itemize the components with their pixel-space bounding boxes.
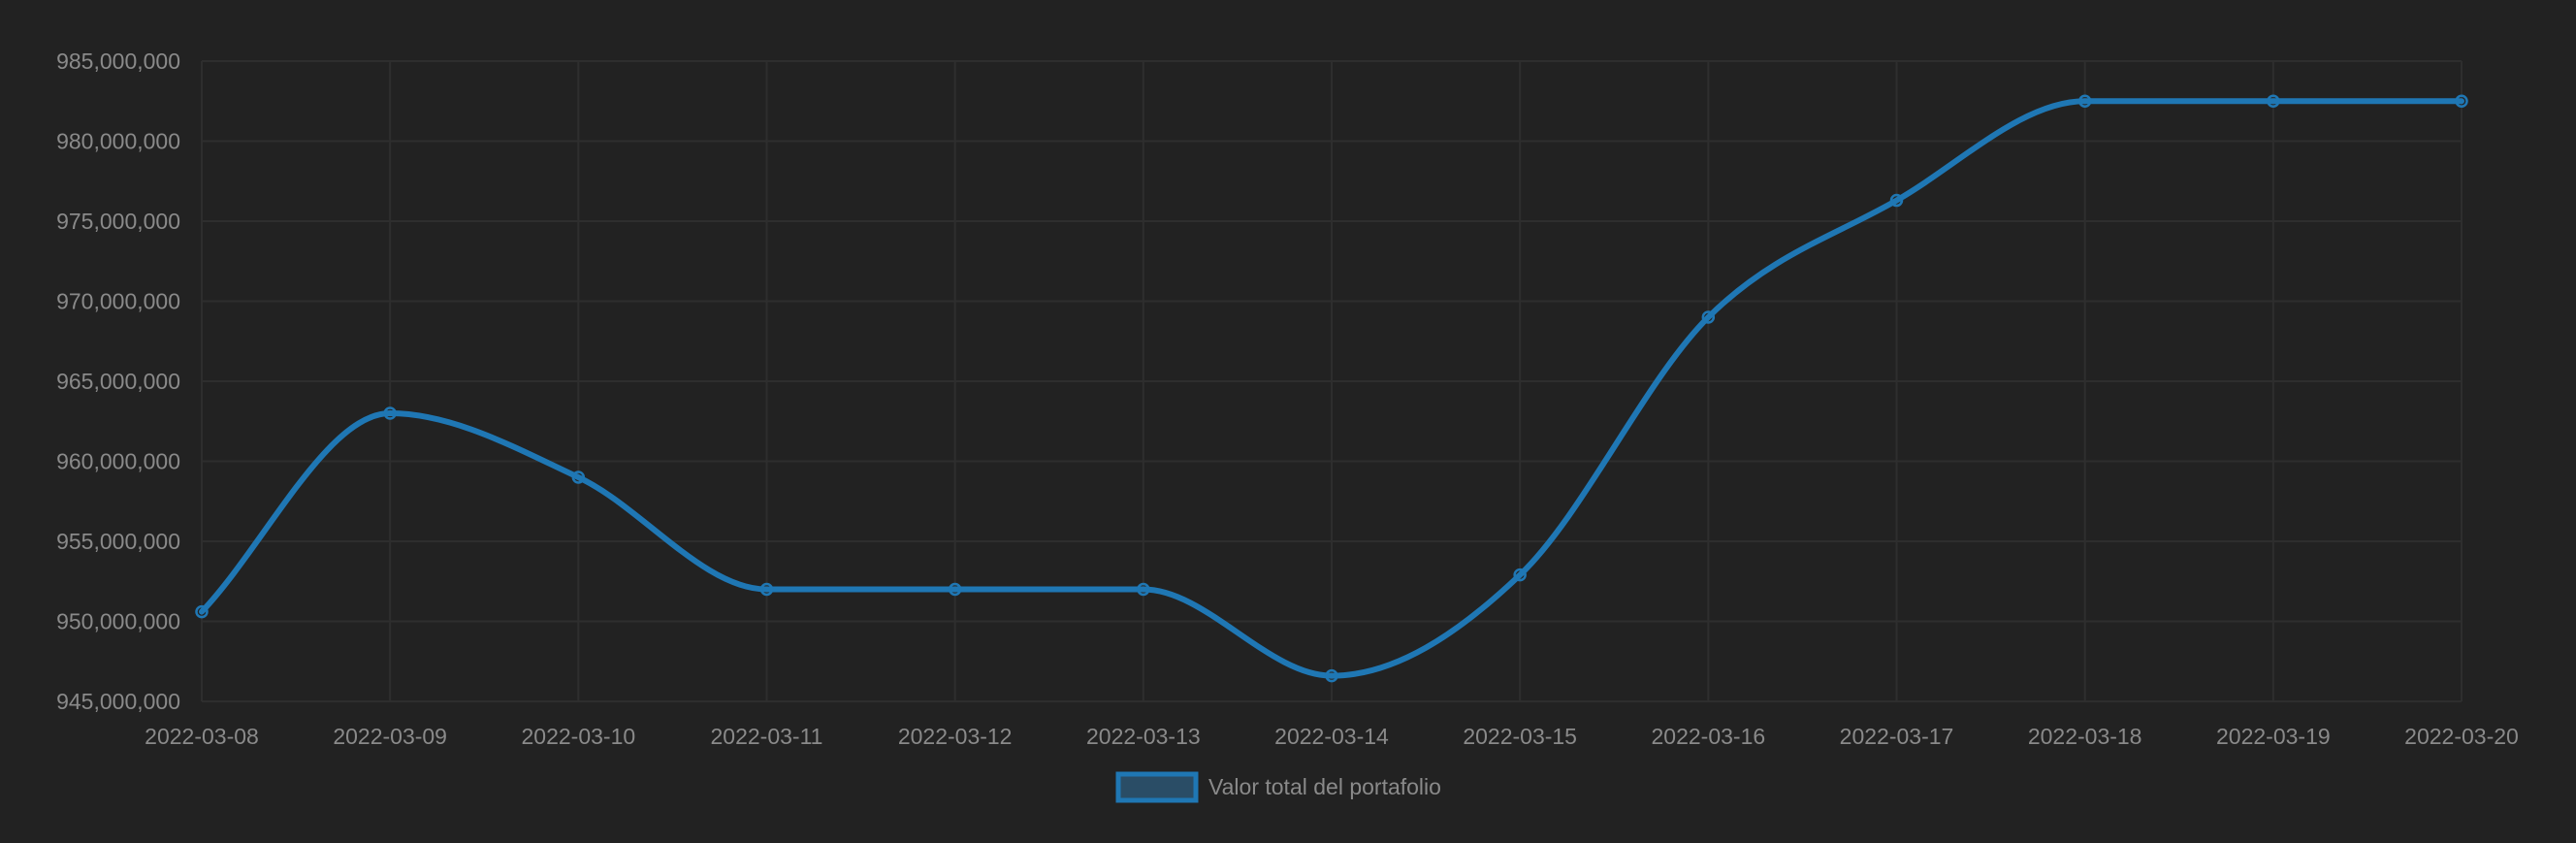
legend-swatch[interactable] [1115,771,1199,803]
y-axis: 985,000,000 980,000,000 975,000,000 970,000… [56,49,180,714]
y-tick-label: 965,000,000 [56,369,180,394]
x-tick-label: 2022-03-17 [1840,724,1954,749]
y-tick-label: 985,000,000 [56,49,180,74]
data-point[interactable] [2077,94,2092,108]
y-tick-label: 950,000,000 [56,609,180,634]
x-axis: 2022-03-08 2022-03-09 2022-03-10 2022-03-11… [145,724,2519,749]
y-tick-label: 955,000,000 [56,529,180,554]
data-point[interactable] [195,604,209,619]
y-tick-label: 970,000,000 [56,289,180,314]
x-tick-label: 2022-03-12 [898,724,1013,749]
x-tick-label: 2022-03-13 [1086,724,1201,749]
x-tick-label: 2022-03-15 [1463,724,1577,749]
data-point[interactable] [1701,310,1716,324]
x-tick-label: 2022-03-16 [1652,724,1766,749]
x-tick-label: 2022-03-11 [711,724,823,749]
legend[interactable]: Valor total del portafolio [1115,771,1441,803]
data-point[interactable] [2455,94,2468,108]
legend-label[interactable]: Valor total del portafolio [1208,774,1441,799]
data-point[interactable] [1325,668,1338,683]
data-point[interactable] [1889,193,1904,208]
x-tick-label: 2022-03-14 [1274,724,1389,749]
data-point[interactable] [1513,567,1527,582]
y-tick-label: 945,000,000 [56,689,180,714]
series-line [199,98,2464,679]
data-point[interactable] [2267,94,2280,108]
grid [201,60,2463,702]
y-tick-label: 975,000,000 [56,209,180,234]
data-point[interactable] [948,582,962,597]
x-tick-label: 2022-03-10 [522,724,636,749]
x-tick-label: 2022-03-18 [2028,724,2142,749]
data-point[interactable] [383,406,397,420]
series-area [195,94,2468,683]
x-tick-label: 2022-03-09 [333,724,447,749]
data-point[interactable] [759,582,774,597]
x-tick-label: 2022-03-19 [2216,724,2331,749]
x-tick-label: 2022-03-08 [145,724,259,749]
y-tick-label: 960,000,000 [56,449,180,474]
data-point[interactable] [1137,582,1150,597]
y-tick-label: 980,000,000 [56,129,180,154]
x-tick-label: 2022-03-20 [2404,724,2519,749]
data-point[interactable] [571,470,586,484]
